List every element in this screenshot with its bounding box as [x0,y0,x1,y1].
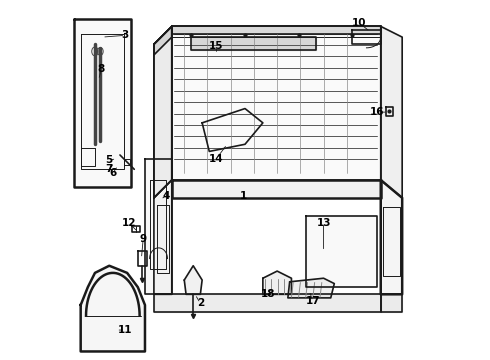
Text: 3: 3 [122,30,129,40]
Text: 14: 14 [209,154,224,163]
Polygon shape [172,26,381,180]
Polygon shape [263,271,292,294]
Polygon shape [74,19,131,187]
Polygon shape [145,158,172,294]
Text: 11: 11 [118,325,133,335]
Text: 5: 5 [106,156,113,165]
Polygon shape [172,180,381,198]
Polygon shape [154,26,172,198]
Polygon shape [184,266,202,294]
Polygon shape [154,26,172,198]
Polygon shape [172,26,381,33]
Text: 7: 7 [105,163,112,174]
Polygon shape [154,180,172,294]
Text: 9: 9 [140,234,147,244]
Text: 1: 1 [240,191,247,201]
Polygon shape [306,216,377,287]
Text: 10: 10 [352,18,367,28]
Text: 17: 17 [306,296,320,306]
Text: 16: 16 [370,107,385,117]
Polygon shape [381,180,402,294]
Text: 18: 18 [261,289,275,299]
Text: 6: 6 [109,168,117,178]
Text: 13: 13 [317,218,331,228]
Polygon shape [154,294,381,312]
Text: 15: 15 [209,41,223,51]
Polygon shape [192,37,317,50]
Polygon shape [288,278,334,298]
Polygon shape [154,26,172,55]
Text: 8: 8 [98,64,105,74]
Polygon shape [81,266,145,351]
Text: 4: 4 [163,191,170,201]
Polygon shape [381,26,402,198]
Text: 12: 12 [122,218,136,228]
Polygon shape [381,294,402,312]
Text: 2: 2 [196,298,204,308]
